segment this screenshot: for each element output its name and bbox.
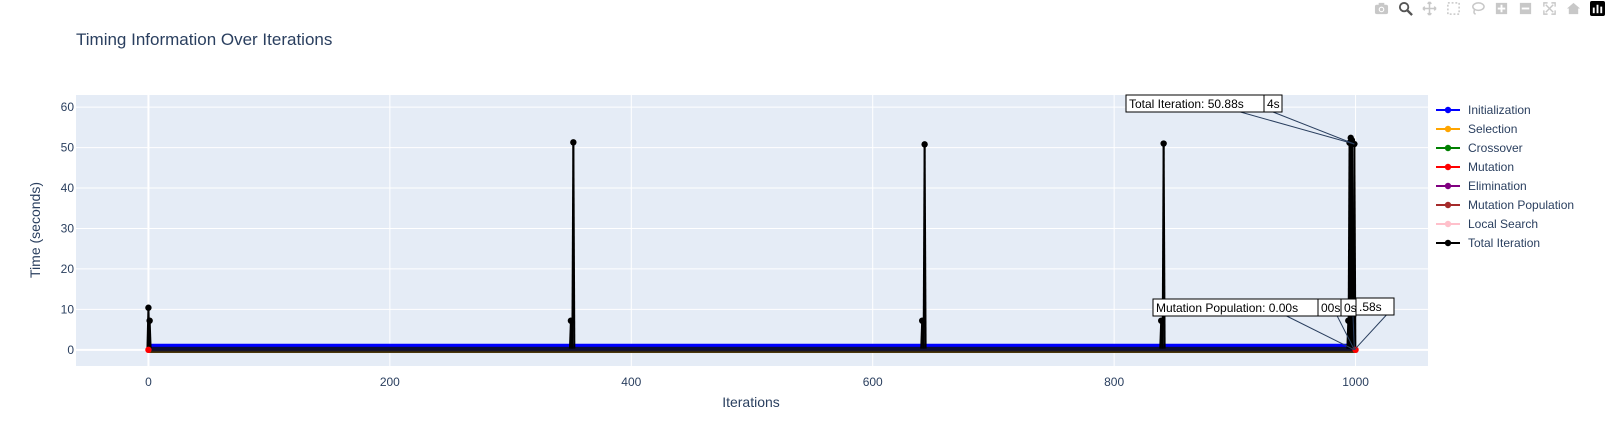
y-tick-label: 10 — [61, 302, 75, 316]
annotation-box — [1355, 297, 1395, 316]
total-iteration-spike-down — [923, 144, 927, 349]
y-tick-label: 60 — [61, 100, 75, 114]
chart-title: Timing Information Over Iterations — [76, 30, 332, 49]
zoom-out-icon[interactable] — [1516, 0, 1534, 16]
annotation-label: Total Iteration: 50.88s — [1129, 97, 1244, 111]
total-iteration-point — [145, 304, 152, 311]
total-iteration-point — [146, 317, 153, 324]
annotation-box — [1263, 94, 1283, 113]
legend-marker — [1444, 220, 1452, 228]
zoom-icon[interactable] — [1396, 0, 1414, 16]
zoom-in-icon[interactable] — [1492, 0, 1510, 16]
annotation-arrow — [1286, 315, 1355, 351]
annotation-arrow — [1336, 315, 1355, 351]
y-tick-label: 30 — [61, 221, 75, 235]
legend-marker — [1444, 201, 1452, 209]
annotation-label: 4s — [1267, 97, 1280, 111]
reset-axes-icon[interactable] — [1564, 0, 1582, 16]
legend-label: Local Search — [1468, 217, 1538, 231]
autoscale-icon[interactable] — [1540, 0, 1558, 16]
total-iteration-point — [1160, 140, 1167, 147]
y-tick-label: 40 — [61, 181, 75, 195]
legend-marker — [1444, 239, 1452, 247]
box-select-icon[interactable] — [1444, 0, 1462, 16]
marker-band — [148, 346, 1356, 353]
legend-label: Elimination — [1468, 179, 1527, 193]
total-iteration-spike-down — [1162, 143, 1166, 349]
total-iteration-point — [921, 141, 928, 148]
legend-marker — [1444, 125, 1452, 133]
legend-marker — [1444, 106, 1452, 114]
total-iteration-spike-down — [572, 142, 576, 349]
y-tick-label: 0 — [67, 343, 74, 357]
legend-marker — [1444, 182, 1452, 190]
legend-label: Total Iteration — [1468, 236, 1540, 250]
x-tick-label: 1000 — [1342, 375, 1369, 389]
annotation-arrow — [1272, 111, 1355, 145]
x-tick-label: 600 — [863, 375, 883, 389]
y-axis-label: Time (seconds) — [27, 182, 43, 278]
mutation-point — [145, 346, 152, 354]
annotation-label: .58s — [1359, 300, 1382, 314]
legend-label: Mutation Population — [1468, 198, 1574, 212]
legend-label: Crossover — [1468, 141, 1523, 155]
plotly-logo-icon[interactable] — [1588, 0, 1606, 16]
annotation-label: 0s — [1344, 301, 1357, 315]
annotation-label: Mutation Population: 0.00s — [1156, 301, 1298, 315]
axis-ticks: 0 200 400 600 800 1000 0 10 20 30 40 50 60 — [61, 100, 1370, 389]
legend: Initialization Selection Crossover Mutation… — [1436, 103, 1574, 250]
annotations: Total Iteration: 50.88s 4s Mutation Popula… — [1125, 94, 1395, 351]
annotation-arrow — [1353, 314, 1387, 351]
y-tick-label: 50 — [61, 141, 75, 155]
x-tick-label: 0 — [145, 375, 152, 389]
legend-marker — [1444, 144, 1452, 152]
annotation-label: 00s — [1321, 301, 1340, 315]
total-iteration-spike-down — [1353, 144, 1357, 349]
y-tick-label: 20 — [61, 262, 75, 276]
legend-marker — [1444, 163, 1452, 171]
x-tick-label: 200 — [380, 375, 400, 389]
modebar — [1372, 0, 1606, 16]
total-iteration-point — [570, 139, 577, 146]
pan-icon[interactable] — [1420, 0, 1438, 16]
legend-label: Selection — [1468, 122, 1517, 136]
annotation-arrow — [1352, 315, 1355, 350]
plot-area — [76, 95, 1428, 366]
x-tick-label: 400 — [621, 375, 641, 389]
legend-label: Mutation — [1468, 160, 1514, 174]
camera-icon[interactable] — [1372, 0, 1390, 16]
legend-label: Initialization — [1468, 103, 1531, 117]
x-axis-label: Iterations — [722, 394, 780, 410]
lasso-select-icon[interactable] — [1468, 0, 1486, 16]
x-tick-label: 800 — [1104, 375, 1124, 389]
total-iteration-spike-down — [148, 320, 152, 349]
annotation-arrow — [1240, 111, 1355, 145]
